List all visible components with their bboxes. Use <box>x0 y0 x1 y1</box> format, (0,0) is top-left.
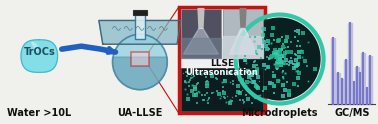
Text: GC/MS: GC/MS <box>334 108 370 118</box>
Circle shape <box>239 17 321 101</box>
Polygon shape <box>240 9 246 28</box>
FancyBboxPatch shape <box>135 12 145 39</box>
Polygon shape <box>183 28 218 54</box>
Text: LLSE: LLSE <box>210 59 234 68</box>
Polygon shape <box>181 38 221 58</box>
FancyBboxPatch shape <box>133 10 147 15</box>
Polygon shape <box>348 23 352 104</box>
Polygon shape <box>31 42 37 51</box>
FancyBboxPatch shape <box>223 9 263 58</box>
Polygon shape <box>344 60 348 104</box>
Circle shape <box>113 34 167 90</box>
FancyBboxPatch shape <box>179 7 265 113</box>
Polygon shape <box>99 20 181 44</box>
Polygon shape <box>365 88 369 104</box>
Polygon shape <box>229 28 257 54</box>
Polygon shape <box>223 36 263 58</box>
FancyBboxPatch shape <box>131 52 149 66</box>
Text: Water >10L: Water >10L <box>7 108 71 118</box>
Polygon shape <box>21 40 57 72</box>
Polygon shape <box>361 53 365 104</box>
Polygon shape <box>368 56 372 104</box>
Polygon shape <box>198 9 204 28</box>
Polygon shape <box>355 67 359 104</box>
FancyBboxPatch shape <box>181 9 221 58</box>
Polygon shape <box>340 79 344 104</box>
Polygon shape <box>352 82 356 104</box>
Text: Ultrasonication: Ultrasonication <box>186 68 259 77</box>
Polygon shape <box>336 73 340 104</box>
Polygon shape <box>331 38 335 104</box>
Text: UA-LLSE: UA-LLSE <box>117 108 163 118</box>
Polygon shape <box>113 57 167 90</box>
FancyBboxPatch shape <box>181 68 263 111</box>
Text: TrOCs: TrOCs <box>23 47 55 57</box>
Text: Microdroplets: Microdroplets <box>242 108 318 118</box>
Polygon shape <box>358 73 362 104</box>
